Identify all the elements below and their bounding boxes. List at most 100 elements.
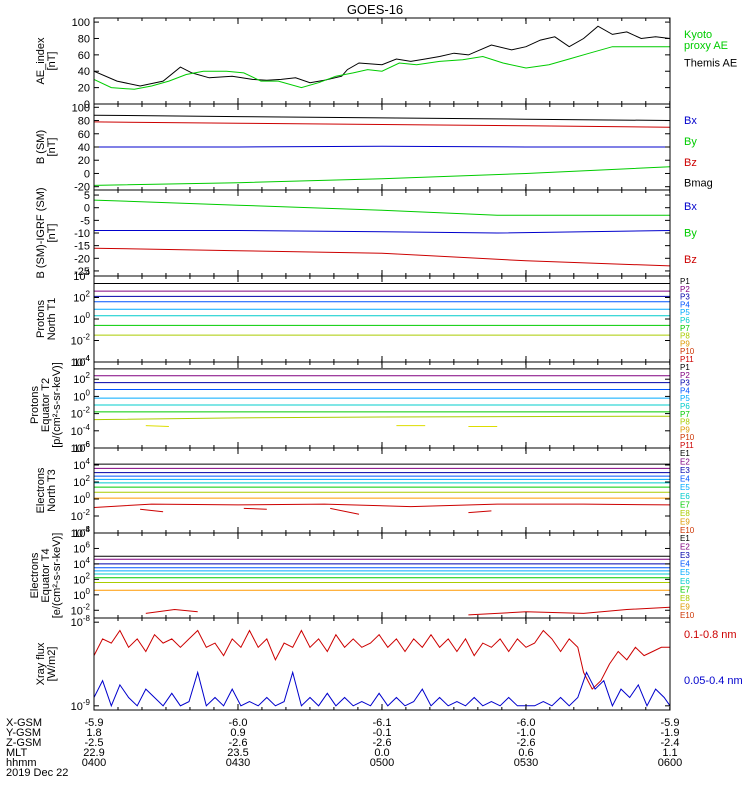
legend-entry-small: P7 xyxy=(680,410,690,419)
legend-entry-small: P10 xyxy=(680,433,695,442)
series-line-2-0 xyxy=(94,114,670,121)
x-row-value: -2.4 xyxy=(661,737,680,749)
x-row-label: MLT xyxy=(6,747,27,759)
legend-entry: By xyxy=(684,136,697,148)
legend-entry-small: P11 xyxy=(680,441,694,450)
x-row-value: -2.5 xyxy=(85,737,104,749)
y-tick-label-base: 10 xyxy=(73,574,85,586)
y-tick-label-exponent: 4 xyxy=(86,457,91,466)
y-tick-label-base: 10 xyxy=(73,357,85,369)
x-row-value: -5.9 xyxy=(661,717,680,729)
legend-entry-small: E3 xyxy=(680,551,690,560)
series-line-8-0 xyxy=(94,629,670,690)
y-tick-label: 10-2 xyxy=(71,333,91,348)
y-tick-label-exponent: 0 xyxy=(86,311,91,320)
y-tick-label-base: 10 xyxy=(71,528,83,540)
legend-entry-small: P4 xyxy=(680,386,690,395)
y-tick-label-base: 10 xyxy=(73,374,85,386)
legend-entry-small: E7 xyxy=(680,585,690,594)
x-row-value: 0530 xyxy=(514,757,538,769)
legend-entry-small: P8 xyxy=(680,418,690,427)
legend-entry-small: E9 xyxy=(680,517,690,526)
y-tick-label: 100 xyxy=(72,17,90,29)
y-tick-label: -15 xyxy=(74,241,90,253)
legend-entry-small: E1 xyxy=(680,534,690,543)
y-tick-label: 104 xyxy=(73,268,90,283)
y-tick-label: 0 xyxy=(84,168,90,180)
x-row-value: 0.0 xyxy=(374,747,389,759)
panel-frame xyxy=(93,617,671,711)
legend-entry-small: E5 xyxy=(680,483,690,492)
series-line-3-2 xyxy=(94,247,670,267)
x-row-value: -1.9 xyxy=(661,727,680,739)
y-tick-label-base: 10 xyxy=(71,511,83,523)
legend-entry-small: P3 xyxy=(680,293,690,302)
legend-entry-small: E6 xyxy=(680,577,690,586)
series-line-7-9 xyxy=(145,608,198,614)
y-tick-label-exponent: 2 xyxy=(86,571,91,580)
series-line-6-13 xyxy=(468,510,492,514)
series-line-2-3 xyxy=(94,166,670,186)
y-tick-label-base: 10 xyxy=(73,293,85,305)
legend-entry-small: E1 xyxy=(680,449,690,458)
panel-frame xyxy=(93,17,671,105)
y-tick-label: 102 xyxy=(73,371,90,386)
y-axis-label: B (SM)[nT] xyxy=(35,130,58,164)
legend-entry-small: P8 xyxy=(680,332,690,341)
y-tick-label: 20 xyxy=(78,155,90,167)
legend-entry: proxy AE xyxy=(684,40,728,52)
legend-entry-small: E6 xyxy=(680,492,690,501)
series-line-3-1 xyxy=(94,230,670,234)
legend-entry-small: P9 xyxy=(680,339,690,348)
y-tick-label-exponent: 2 xyxy=(86,474,91,483)
y-tick-label-exponent: 8 xyxy=(86,525,91,534)
legend-entry: Bx xyxy=(684,201,697,213)
y-axis-label-line: Electrons xyxy=(35,467,47,513)
y-tick-label-base: 10 xyxy=(73,477,85,489)
y-tick-label: -20 xyxy=(74,253,90,265)
y-tick-label-exponent: 4 xyxy=(86,556,91,565)
legend-entry: 0.1-0.8 nm xyxy=(684,629,737,641)
y-tick-label-exponent: 2 xyxy=(86,290,91,299)
y-tick-label: 10-2 xyxy=(71,508,91,523)
y-tick-label-exponent: 0 xyxy=(86,587,91,596)
legend-entry-small: E10 xyxy=(680,526,695,535)
legend-entry-small: E8 xyxy=(680,509,690,518)
y-tick-label: 80 xyxy=(78,33,90,45)
legend-entry-small: E4 xyxy=(680,475,690,484)
y-axis-label-line: [W/m2] xyxy=(46,647,58,682)
y-axis-label: B (SM)-IGRF (SM)[nT] xyxy=(35,187,58,278)
legend-entry-small: P5 xyxy=(680,394,690,403)
y-tick-label-base: 10 xyxy=(71,701,83,713)
legend-entry-small: E8 xyxy=(680,594,690,603)
y-tick-label: 100 xyxy=(73,388,90,403)
legend-entry: By xyxy=(684,227,697,239)
y-axis-label-line: Protons xyxy=(35,300,47,338)
y-tick-label-exponent: -8 xyxy=(83,614,91,623)
y-tick-label: 10-2 xyxy=(71,406,91,421)
legend-entry: Bmag xyxy=(684,178,713,190)
y-tick-label-base: 10 xyxy=(71,409,83,421)
legend-entry: Bx xyxy=(684,115,697,127)
x-row-value: -2.6 xyxy=(373,737,392,749)
y-axis-label-line: Protons xyxy=(29,386,41,424)
legend-entry-small: P1 xyxy=(680,277,690,286)
series-line-6-10 xyxy=(140,508,164,513)
y-tick-label: 106 xyxy=(73,440,90,455)
x-row-value: 22.9 xyxy=(83,747,104,759)
y-tick-label: 10-4 xyxy=(71,525,91,540)
y-axis-label-line: [nT] xyxy=(46,138,58,157)
y-tick-label: 104 xyxy=(73,354,90,369)
x-row-value: -6.1 xyxy=(373,717,392,729)
y-axis-label: Xray flux[W/m2] xyxy=(35,642,58,685)
y-tick-label: 20 xyxy=(78,83,90,95)
y-tick-label: -25 xyxy=(74,266,90,278)
y-tick-label-base: 10 xyxy=(73,559,85,571)
y-axis-label-line: [nT] xyxy=(46,224,58,243)
y-tick-label-base: 10 xyxy=(73,271,85,283)
y-tick-label: 102 xyxy=(73,474,90,489)
